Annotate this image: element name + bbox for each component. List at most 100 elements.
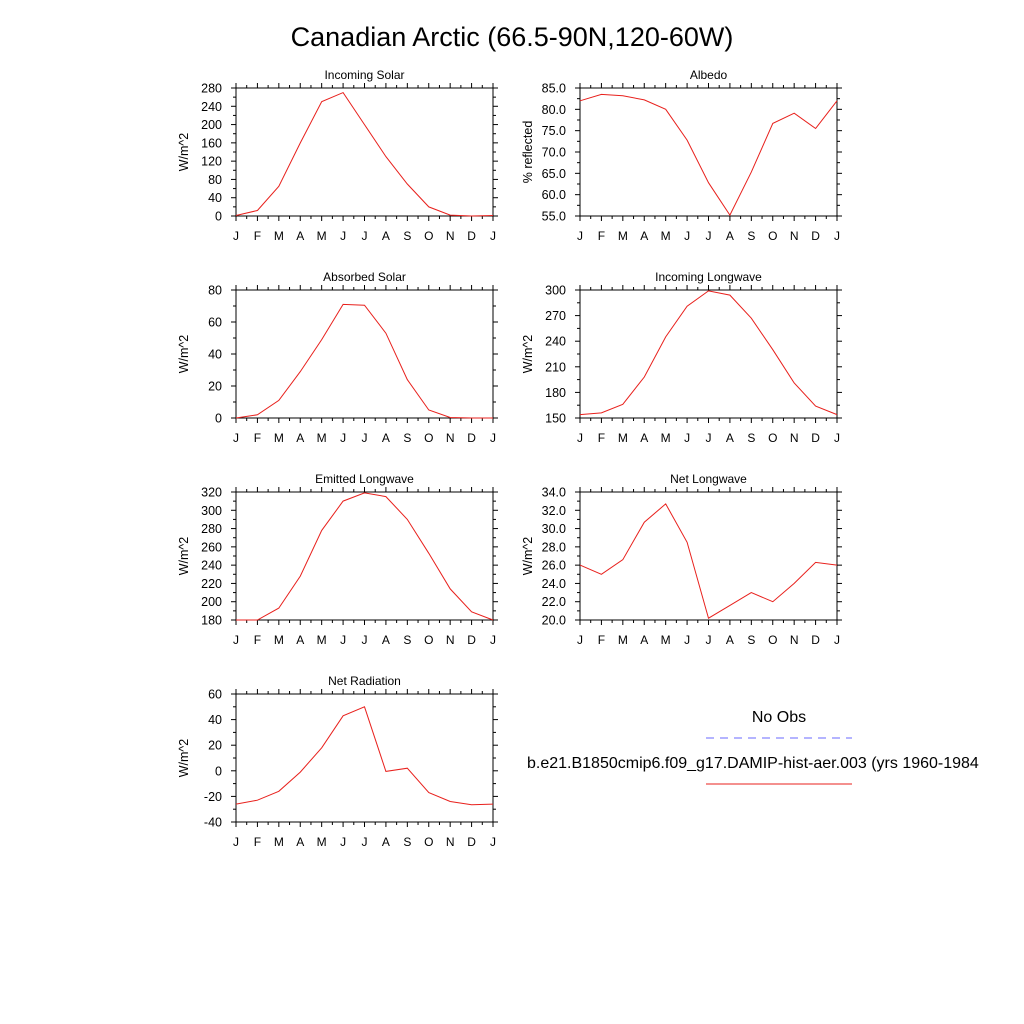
y-tick-label: 22.0 <box>542 595 566 609</box>
y-tick-label: 34.0 <box>542 486 566 500</box>
x-tick-label: M <box>618 431 628 445</box>
y-tick-label: 24.0 <box>542 577 566 591</box>
y-tick-label: 20 <box>208 380 222 394</box>
x-tick-label: S <box>403 835 411 849</box>
y-tick-label: 60 <box>208 316 222 330</box>
y-tick-label: 26.0 <box>542 559 566 573</box>
y-tick-label: 85.0 <box>542 82 566 96</box>
panel-title: Incoming Solar <box>324 68 404 82</box>
x-tick-label: D <box>811 229 820 243</box>
x-tick-label: J <box>706 229 712 243</box>
y-tick-label: 40 <box>208 191 222 205</box>
x-tick-label: N <box>446 229 455 243</box>
x-tick-label: J <box>490 633 496 647</box>
panel-title: Incoming Longwave <box>655 270 762 284</box>
x-tick-label: J <box>577 229 583 243</box>
x-tick-label: J <box>362 431 368 445</box>
y-tick-label: 40 <box>208 713 222 727</box>
x-tick-label: N <box>790 633 799 647</box>
y-tick-label: 240 <box>201 100 222 114</box>
x-tick-label: J <box>233 431 239 445</box>
x-tick-label: A <box>726 229 734 243</box>
x-tick-label: D <box>811 431 820 445</box>
y-tick-label: -40 <box>204 816 222 830</box>
x-tick-label: D <box>811 633 820 647</box>
x-tick-label: J <box>362 229 368 243</box>
x-tick-label: N <box>790 229 799 243</box>
panel-title: Absorbed Solar <box>323 270 406 284</box>
x-tick-label: M <box>274 835 284 849</box>
y-tick-label: 240 <box>545 335 566 349</box>
x-tick-label: J <box>340 633 346 647</box>
y-tick-label: 0 <box>215 764 222 778</box>
y-tick-label: 20.0 <box>542 614 566 628</box>
x-tick-label: O <box>424 633 433 647</box>
x-tick-label: F <box>598 229 605 243</box>
y-tick-label: 32.0 <box>542 504 566 518</box>
panel-title: Net Longwave <box>670 472 747 486</box>
x-tick-label: J <box>233 633 239 647</box>
y-tick-label: 280 <box>201 82 222 96</box>
x-tick-label: J <box>684 229 690 243</box>
y-tick-label: 270 <box>545 309 566 323</box>
y-tick-label: 20 <box>208 739 222 753</box>
x-tick-label: M <box>274 633 284 647</box>
x-tick-label: N <box>446 431 455 445</box>
x-tick-label: A <box>640 431 648 445</box>
x-tick-label: M <box>274 229 284 243</box>
x-tick-label: M <box>317 431 327 445</box>
x-tick-label: A <box>296 229 304 243</box>
y-axis-label: W/m^2 <box>177 133 191 172</box>
x-tick-label: J <box>834 633 840 647</box>
legend-model-label: b.e21.B1850cmip6.f09_g17.DAMIP-hist-aer.… <box>527 755 979 772</box>
series-line <box>579 93 838 217</box>
x-tick-label: J <box>706 633 712 647</box>
y-tick-label: 260 <box>201 540 222 554</box>
x-tick-label: J <box>834 431 840 445</box>
x-tick-label: O <box>768 229 777 243</box>
x-tick-label: F <box>598 431 605 445</box>
x-tick-label: F <box>254 431 261 445</box>
x-tick-label: A <box>726 633 734 647</box>
y-tick-label: 220 <box>201 577 222 591</box>
y-tick-label: 320 <box>201 486 222 500</box>
y-tick-label: 180 <box>201 614 222 628</box>
y-tick-label: 40 <box>208 348 222 362</box>
y-tick-label: 300 <box>545 284 566 298</box>
x-tick-label: S <box>403 431 411 445</box>
y-tick-label: 300 <box>201 504 222 518</box>
x-tick-label: F <box>254 835 261 849</box>
x-tick-label: A <box>296 633 304 647</box>
panel-title: Albedo <box>690 68 728 82</box>
x-tick-label: N <box>446 835 455 849</box>
x-tick-label: J <box>362 835 368 849</box>
y-axis-label: W/m^2 <box>521 537 535 576</box>
y-axis-label: W/m^2 <box>521 335 535 374</box>
y-tick-label: 160 <box>201 136 222 150</box>
y-tick-label: 200 <box>201 118 222 132</box>
x-tick-label: A <box>296 835 304 849</box>
x-tick-label: M <box>317 229 327 243</box>
x-tick-label: J <box>834 229 840 243</box>
panel-title: Net Radiation <box>328 674 401 688</box>
x-tick-label: M <box>618 633 628 647</box>
x-tick-label: J <box>362 633 368 647</box>
x-tick-label: A <box>382 431 390 445</box>
series-line <box>236 492 494 621</box>
x-tick-label: M <box>661 431 671 445</box>
y-tick-label: 240 <box>201 559 222 573</box>
x-tick-label: J <box>577 633 583 647</box>
x-tick-label: N <box>790 431 799 445</box>
y-tick-label: 60 <box>208 688 222 702</box>
series-line <box>235 91 494 217</box>
series-line <box>235 706 494 806</box>
y-tick-label: 200 <box>201 595 222 609</box>
x-tick-label: A <box>726 431 734 445</box>
x-tick-label: D <box>467 633 476 647</box>
y-axis-label: W/m^2 <box>177 739 191 778</box>
x-tick-label: J <box>340 431 346 445</box>
y-axis-label: % reflected <box>521 121 535 184</box>
